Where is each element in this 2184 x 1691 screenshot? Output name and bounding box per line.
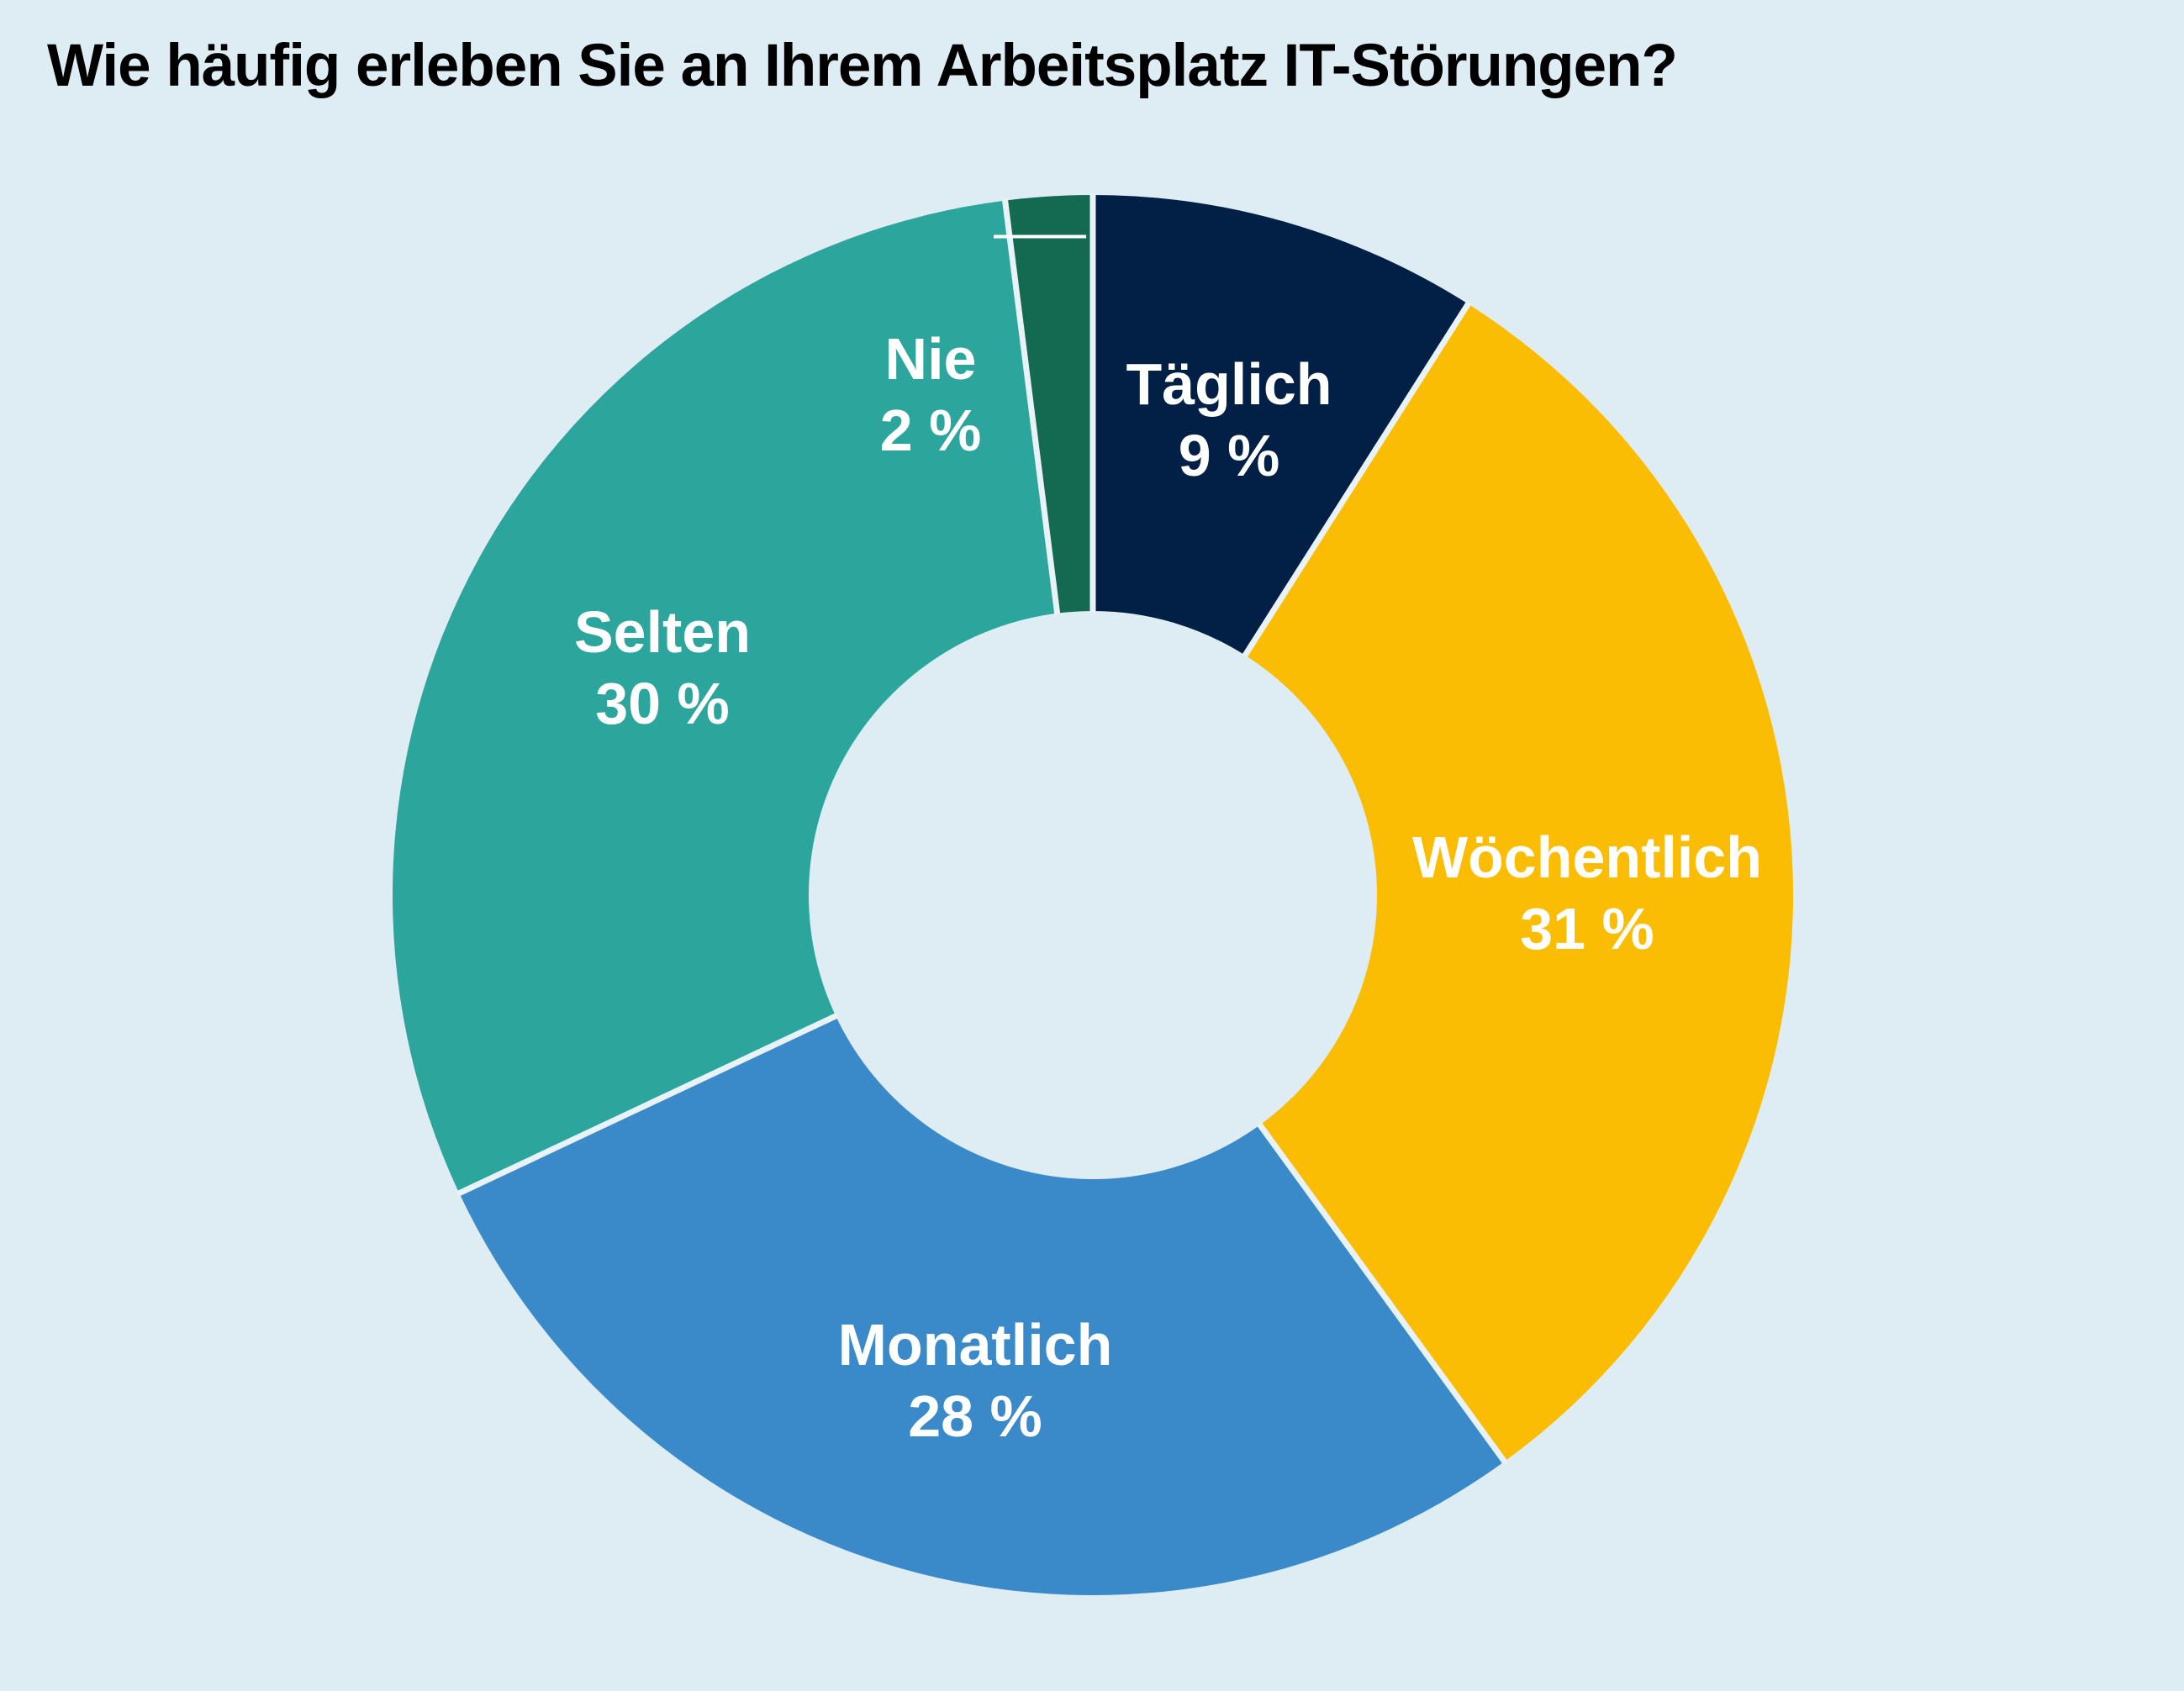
slice-name: Nie bbox=[885, 326, 977, 392]
slice-separator bbox=[1001, 198, 1061, 616]
slice-separator bbox=[1242, 301, 1472, 659]
slice-label-taeglich: Täglich 9 % bbox=[1126, 351, 1332, 488]
slice-label-woechentlich: Wöchentlich 31 % bbox=[1412, 824, 1762, 961]
slice-value: 2 % bbox=[880, 398, 982, 463]
slice-value: 28 % bbox=[908, 1383, 1042, 1449]
slice-name: Täglich bbox=[1126, 351, 1332, 417]
slice-label-selten: Selten 30 % bbox=[574, 599, 751, 736]
slice-selten bbox=[392, 200, 1058, 1193]
slice-separator bbox=[1256, 1121, 1508, 1465]
slice-separator bbox=[456, 1012, 839, 1197]
chart-title: Wie häufig erleben Sie an Ihrem Arbeitsp… bbox=[47, 33, 1678, 99]
slice-value: 30 % bbox=[595, 671, 730, 736]
slice-name: Monatlich bbox=[838, 1312, 1113, 1378]
slice-label-monatlich: Monatlich 28 % bbox=[838, 1312, 1113, 1449]
slice-monatlich bbox=[459, 1015, 1505, 1595]
slice-value: 31 % bbox=[1520, 896, 1654, 961]
slice-label-nie: Nie 2 % bbox=[880, 326, 982, 463]
slice-value: 9 % bbox=[1179, 423, 1280, 488]
slice-name: Wöchentlich bbox=[1412, 824, 1762, 890]
slice-nie bbox=[1005, 195, 1093, 614]
slice-woechentlich bbox=[1245, 303, 1793, 1462]
slice-taeglich bbox=[1093, 195, 1469, 656]
slice-name: Selten bbox=[574, 599, 751, 665]
